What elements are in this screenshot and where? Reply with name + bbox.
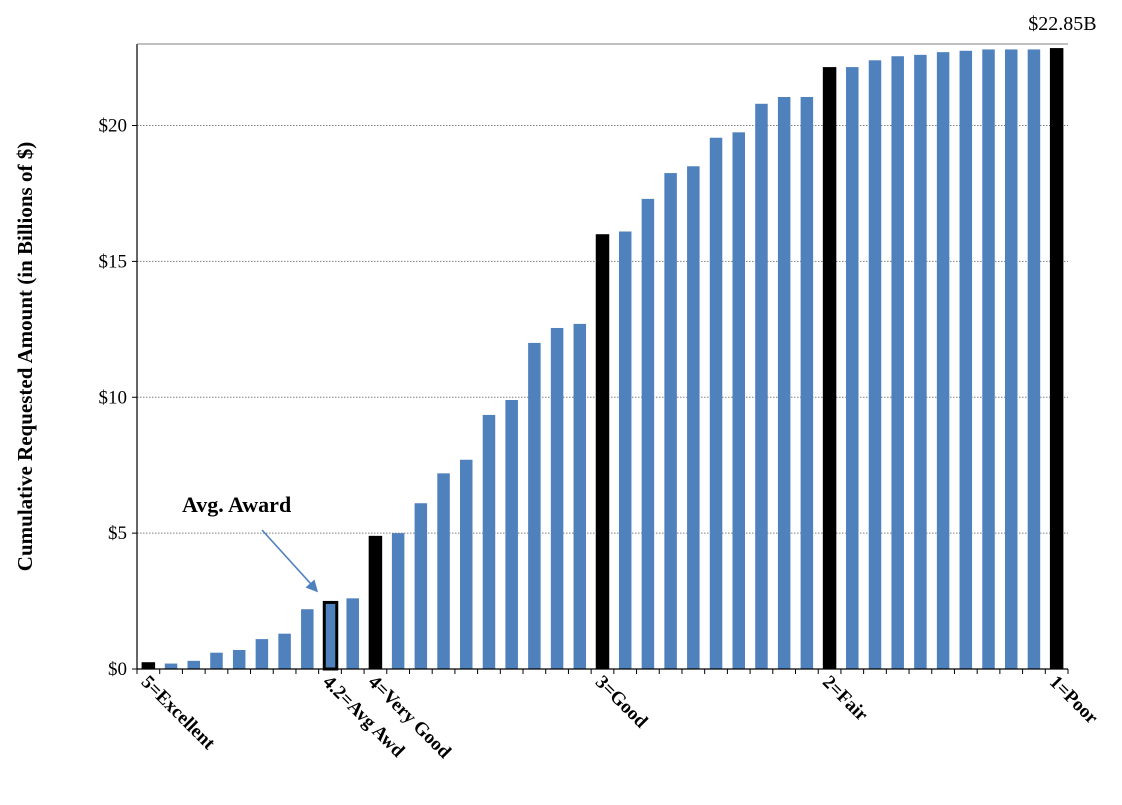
avg-award-annotation: Avg. Award [182, 492, 291, 517]
bar [891, 56, 904, 669]
bar [641, 198, 655, 670]
bar [164, 663, 178, 669]
bar [1049, 48, 1064, 669]
bar [1027, 49, 1041, 669]
bar [664, 173, 677, 669]
y-tick-labels: $0 $5 $10 $15 $20 [99, 116, 128, 680]
bars [141, 48, 1064, 671]
bar [255, 639, 269, 669]
y-tick-label: $15 [99, 251, 128, 272]
bar [595, 234, 610, 669]
bar [687, 166, 700, 670]
bar [959, 50, 973, 670]
bar [322, 600, 339, 671]
total-value-label: $22.85B [1028, 13, 1096, 35]
bar [278, 633, 291, 669]
x-tick-label: 1=Poor [1045, 672, 1102, 729]
bar [732, 132, 745, 670]
bar [800, 96, 814, 669]
x-tick-label: 2=Fair [818, 672, 872, 726]
bar [437, 473, 450, 669]
bar [141, 662, 156, 669]
avg-award-arrow [261, 529, 316, 589]
bar [618, 231, 632, 669]
bar [822, 67, 837, 669]
bar [777, 96, 791, 669]
bar [755, 103, 768, 670]
x-tick-label: 3=Good [591, 672, 652, 733]
bar [301, 609, 314, 669]
bar [914, 54, 927, 669]
arrowhead-icon [305, 579, 319, 593]
y-tick-label: $0 [108, 659, 127, 680]
bar [868, 60, 882, 670]
bar [528, 342, 541, 669]
bar [187, 660, 201, 669]
bar [210, 652, 223, 669]
bar [414, 503, 428, 669]
bar [346, 598, 359, 669]
y-tick-label: $20 [99, 116, 128, 137]
bar [846, 67, 859, 669]
y-tick-label: $10 [99, 387, 128, 408]
bar [368, 535, 383, 669]
bar [936, 52, 950, 670]
bar [505, 399, 518, 669]
bar [460, 459, 473, 669]
y-axis-title: Cumulative Requested Amount (in Billions… [13, 142, 37, 571]
axes [132, 43, 1069, 674]
x-tick-label: 5=Excellent [137, 672, 220, 755]
bar [709, 137, 723, 669]
bar [482, 414, 496, 669]
bar [982, 49, 995, 669]
bar [573, 323, 587, 669]
bar [1004, 49, 1018, 669]
bar [550, 327, 564, 669]
bar [232, 649, 246, 669]
y-tick-label: $5 [108, 523, 127, 544]
bar [391, 533, 405, 669]
